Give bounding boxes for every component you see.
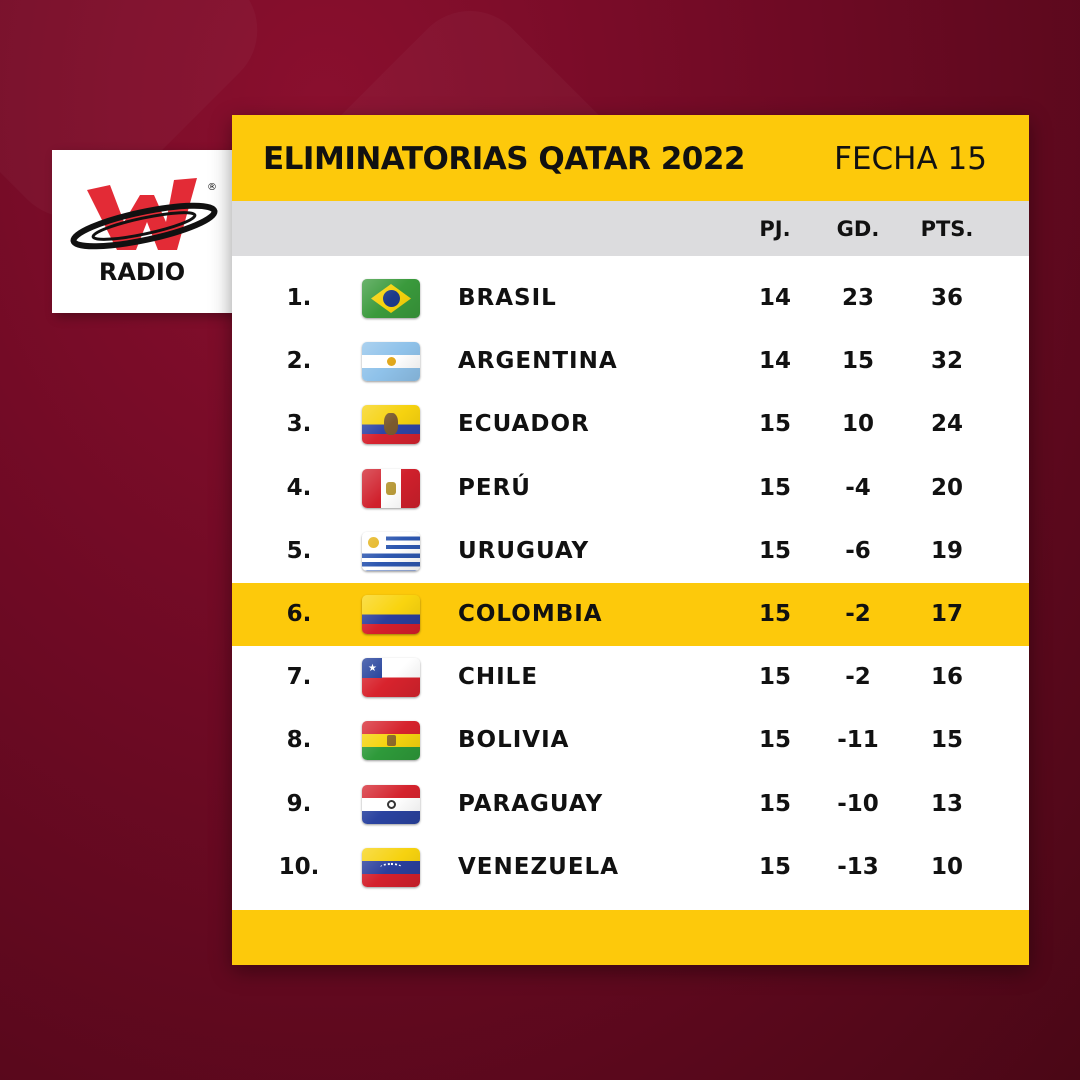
- goal-difference: -4: [845, 474, 871, 501]
- paraguay-flag-icon: [362, 784, 420, 824]
- points: 24: [930, 411, 963, 438]
- team-name: BRASIL: [458, 285, 557, 311]
- table-header: ELIMINATORIAS QATAR 2022 FECHA 15: [232, 115, 1029, 201]
- column-header-gd: GD.: [836, 217, 880, 241]
- table-row: 9. PARAGUAY 15 -10 13: [232, 773, 1029, 836]
- team-name: URUGUAY: [458, 537, 590, 564]
- goal-difference: 10: [841, 411, 874, 438]
- rank: 9.: [286, 790, 312, 817]
- games-played: 15: [758, 537, 791, 564]
- svg-text:®: ®: [207, 182, 217, 193]
- brasil-flag-icon: [362, 279, 420, 318]
- table-row: 7. ★ CHILE 15 -2 16: [232, 646, 1029, 709]
- rank: 6.: [286, 601, 312, 627]
- peru-flag-icon: [362, 468, 420, 508]
- points: 10: [930, 853, 963, 880]
- ecuador-flag-icon: [362, 405, 420, 445]
- table-row: 10. VENEZUELA 15 -13 10: [232, 836, 1029, 899]
- points: 32: [930, 348, 963, 375]
- games-played: 15: [758, 790, 791, 817]
- goal-difference: 15: [841, 348, 874, 375]
- argentina-flag-icon: [362, 342, 420, 382]
- team-name: BOLIVIA: [458, 727, 570, 754]
- table-row: 3. ECUADOR 15 10 24: [232, 393, 1029, 456]
- column-header-pts: PTS.: [920, 217, 974, 241]
- bolivia-flag-icon: [362, 721, 420, 761]
- points: 17: [930, 601, 963, 627]
- rank: 1.: [286, 285, 312, 311]
- games-played: 14: [758, 285, 791, 311]
- points: 36: [930, 285, 963, 311]
- games-played: 15: [758, 474, 791, 501]
- goal-difference: -2: [845, 601, 871, 627]
- team-name: CHILE: [458, 664, 539, 691]
- points: 15: [930, 727, 963, 754]
- uruguay-flag-icon: [362, 531, 420, 571]
- points: 19: [930, 537, 963, 564]
- column-header-pj: PJ.: [759, 217, 791, 241]
- venezuela-flag-icon: [362, 847, 420, 887]
- rank: 4.: [286, 474, 312, 501]
- round-label: FECHA 15: [834, 141, 987, 177]
- table-row: 8. BOLIVIA 15 -11 15: [232, 709, 1029, 772]
- table-row: 1. BRASIL 14 23 36: [232, 267, 1029, 330]
- chile-flag-icon: ★: [362, 658, 420, 698]
- rank: 8.: [286, 727, 312, 754]
- points: 13: [930, 790, 963, 817]
- goal-difference: -13: [837, 853, 879, 880]
- table-footer: [232, 910, 1029, 965]
- goal-difference: -2: [845, 664, 871, 691]
- rank: 7.: [286, 664, 312, 691]
- svg-text:RADIO: RADIO: [99, 258, 185, 286]
- games-played: 15: [758, 411, 791, 438]
- rank: 10.: [278, 853, 320, 880]
- games-played: 15: [758, 601, 791, 627]
- colombia-flag-icon: [362, 595, 420, 634]
- table-body: 1. BRASIL 14 23 36 2. ARGENTINA 14 15 32 3…: [232, 256, 1029, 910]
- goal-difference: -11: [837, 727, 879, 754]
- table-row: 4. PERÚ 15 -4 20: [232, 457, 1029, 520]
- team-name: ECUADOR: [458, 411, 590, 438]
- table-row: 6. COLOMBIA 15 -2 17: [232, 583, 1029, 646]
- games-played: 15: [758, 727, 791, 754]
- rank: 3.: [286, 411, 312, 438]
- rank: 5.: [286, 537, 312, 564]
- team-name: VENEZUELA: [458, 853, 619, 880]
- team-name: PERÚ: [458, 474, 531, 501]
- column-headers: PJ. GD. PTS.: [232, 201, 1029, 256]
- games-played: 14: [758, 348, 791, 375]
- standings-table: ELIMINATORIAS QATAR 2022 FECHA 15 PJ. GD…: [232, 115, 1029, 965]
- page-title: ELIMINATORIAS QATAR 2022: [263, 141, 746, 177]
- goal-difference: -10: [837, 790, 879, 817]
- rank: 2.: [286, 348, 312, 375]
- points: 20: [930, 474, 963, 501]
- goal-difference: 23: [841, 285, 874, 311]
- team-name: ARGENTINA: [458, 348, 618, 375]
- points: 16: [930, 664, 963, 691]
- goal-difference: -6: [845, 537, 871, 564]
- table-row: 5. URUGUAY 15 -6 19: [232, 520, 1029, 583]
- games-played: 15: [758, 664, 791, 691]
- team-name: PARAGUAY: [458, 790, 604, 817]
- team-name: COLOMBIA: [458, 601, 603, 627]
- w-radio-logo: ® RADIO: [52, 150, 234, 313]
- table-row: 2. ARGENTINA 14 15 32: [232, 330, 1029, 393]
- games-played: 15: [758, 853, 791, 880]
